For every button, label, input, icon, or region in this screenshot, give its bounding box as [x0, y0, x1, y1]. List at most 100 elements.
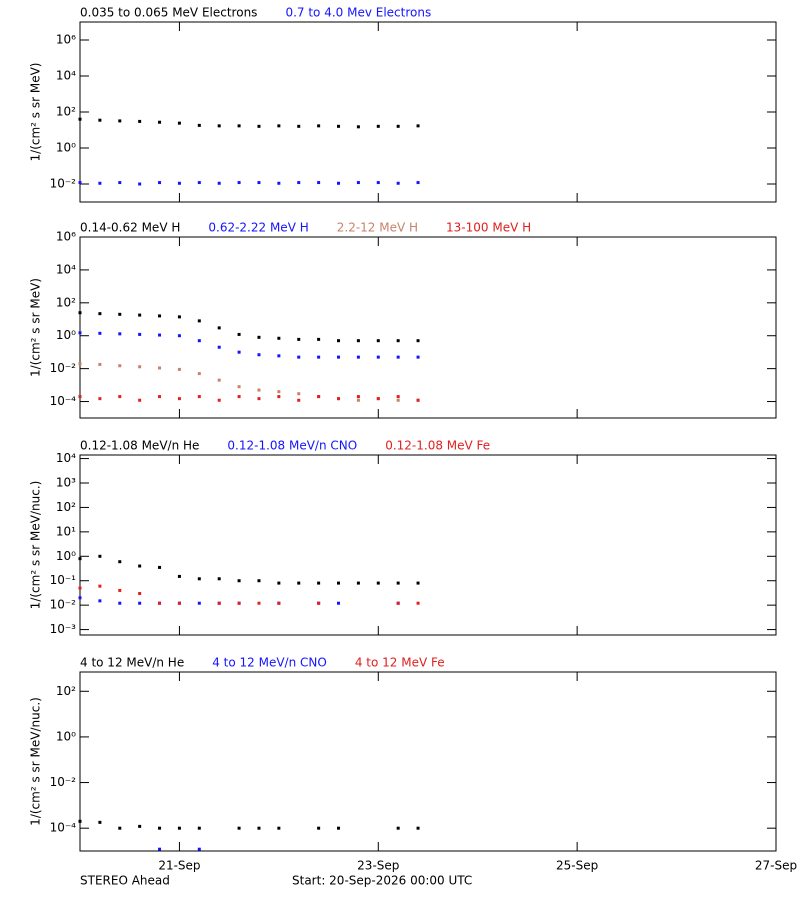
data-point — [376, 397, 380, 401]
data-point — [416, 398, 420, 402]
data-point — [277, 390, 281, 394]
data-point — [118, 332, 122, 336]
legend-entry: 13-100 MeV H — [446, 221, 531, 235]
data-point — [416, 601, 420, 605]
data-point — [277, 354, 281, 358]
data-point — [257, 353, 261, 357]
data-point — [297, 581, 301, 585]
y-tick-label: 10⁰ — [56, 141, 76, 155]
data-point — [396, 339, 400, 343]
y-tick-label: 10⁻⁴ — [50, 821, 77, 835]
data-point — [138, 398, 142, 402]
data-point — [337, 355, 341, 359]
y-tick-label: 10⁶ — [56, 33, 76, 47]
y-tick-label: 10⁻⁴ — [50, 394, 77, 408]
y-axis-label: 1/(cm² s sr MeV) — [29, 63, 43, 162]
x-tick-label: 23-Sep — [357, 859, 399, 873]
data-point — [356, 581, 360, 585]
data-point — [138, 313, 142, 317]
data-point — [337, 339, 341, 343]
data-point — [416, 339, 420, 343]
data-point — [217, 378, 221, 382]
data-point — [217, 601, 221, 605]
data-point — [177, 121, 181, 125]
data-point — [356, 339, 360, 343]
data-point — [396, 601, 400, 605]
data-point — [177, 315, 181, 319]
data-point — [257, 181, 261, 185]
y-axis-label: 1/(cm² s sr MeV/nuc.) — [29, 481, 43, 610]
data-point — [78, 586, 82, 590]
data-point — [297, 392, 301, 396]
y-tick-label: 10⁻² — [50, 598, 77, 612]
data-point — [98, 584, 102, 588]
data-point — [376, 339, 380, 343]
data-point — [138, 332, 142, 336]
data-point — [217, 124, 221, 128]
data-point — [317, 826, 321, 830]
data-point — [237, 395, 241, 399]
data-point — [197, 847, 201, 851]
data-point — [317, 124, 321, 128]
data-point — [257, 124, 261, 128]
data-point — [197, 601, 201, 605]
data-point — [376, 581, 380, 585]
data-point — [396, 395, 400, 399]
data-point — [138, 365, 142, 369]
data-point — [138, 564, 142, 568]
data-point — [376, 355, 380, 359]
data-point — [158, 395, 162, 399]
data-point — [197, 372, 201, 376]
data-point — [237, 601, 241, 605]
data-point — [297, 124, 301, 128]
x-tick-label: 25-Sep — [556, 859, 598, 873]
data-point — [257, 335, 261, 339]
data-point — [396, 181, 400, 185]
data-point — [98, 312, 102, 316]
data-point — [177, 367, 181, 371]
data-point — [177, 601, 181, 605]
data-point — [158, 847, 162, 851]
data-point — [396, 355, 400, 359]
data-point — [416, 181, 420, 185]
y-tick-label: 10⁻² — [50, 177, 77, 191]
data-point — [197, 577, 201, 581]
data-point — [277, 581, 281, 585]
legend-entry: 4 to 12 MeV/n He — [80, 656, 184, 670]
data-point — [317, 581, 321, 585]
data-point — [78, 819, 82, 823]
mission-label: STEREO Ahead — [80, 874, 170, 888]
plot-frame — [79, 21, 777, 203]
y-tick-label: 10² — [56, 684, 76, 698]
data-point — [277, 336, 281, 340]
data-point — [197, 123, 201, 127]
data-point — [177, 397, 181, 401]
plot-frame — [79, 454, 777, 636]
plot-frame — [79, 236, 777, 419]
data-point — [138, 182, 142, 186]
data-point — [118, 395, 122, 399]
data-point — [158, 314, 162, 318]
data-point — [197, 395, 201, 399]
data-point — [356, 395, 360, 399]
data-point — [237, 181, 241, 185]
data-point — [337, 397, 341, 401]
legend-entry: 4 to 12 MeV Fe — [355, 656, 445, 670]
data-point — [356, 125, 360, 129]
data-point — [217, 326, 221, 330]
y-tick-label: 10² — [56, 105, 76, 119]
data-point — [416, 826, 420, 830]
data-point — [177, 181, 181, 185]
data-point — [277, 601, 281, 605]
data-point — [356, 181, 360, 185]
data-point — [118, 119, 122, 123]
legend-entry: 2.2-12 MeV H — [337, 221, 418, 235]
data-point — [257, 388, 261, 392]
data-point — [78, 331, 82, 335]
data-point — [78, 395, 82, 399]
data-point — [217, 181, 221, 185]
data-point — [356, 398, 360, 402]
data-point — [376, 124, 380, 128]
legend-entry: 0.035 to 0.065 MeV Electrons — [80, 6, 257, 20]
data-point — [118, 560, 122, 564]
